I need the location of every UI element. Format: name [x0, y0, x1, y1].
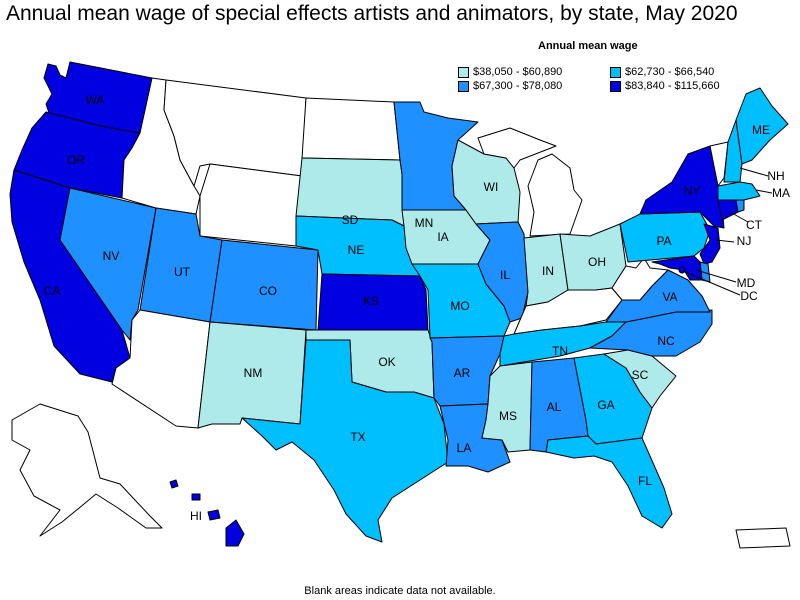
state-AK[interactable] [11, 403, 163, 537]
label-DC: DC [740, 289, 758, 303]
state-WV[interactable] [611, 257, 669, 301]
label-FL: FL [638, 474, 652, 488]
label-LA: LA [457, 441, 472, 455]
state-NC[interactable] [589, 309, 713, 357]
label-VA: VA [662, 290, 677, 304]
label-NH: NH [767, 169, 784, 183]
label-TN: TN [552, 344, 568, 358]
footnote: Blank areas indicate data not available. [304, 585, 496, 597]
label-KS: KS [363, 294, 379, 308]
label-PA: PA [656, 234, 671, 248]
state-MI[interactable] [477, 127, 557, 169]
state-HI-kauai[interactable] [169, 479, 179, 489]
label-TX: TX [350, 430, 365, 444]
label-NV: NV [103, 249, 120, 263]
label-UT: UT [174, 265, 191, 279]
label-NE: NE [348, 243, 365, 257]
legend-item-bin-1: $38,050 - $60,890 [458, 66, 562, 78]
leader-DC [682, 270, 741, 296]
state-KS[interactable] [317, 273, 429, 331]
leader-MD [695, 269, 737, 283]
map-title: Annual mean wage of special effects arti… [6, 2, 738, 25]
label-WA: WA [86, 93, 105, 107]
state-HI-big[interactable] [225, 519, 245, 547]
label-OR: OR [67, 153, 85, 167]
state-RI[interactable] [735, 199, 745, 213]
label-ME: ME [752, 123, 770, 137]
legend-item-bin-3: $67,300 - $78,080 [458, 80, 562, 92]
legend-item-bin-4: $83,840 - $115,660 [610, 80, 720, 92]
label-NC: NC [657, 334, 675, 348]
label-GA: GA [597, 398, 614, 412]
state-PR[interactable] [735, 527, 791, 549]
legend-title: Annual mean wage [538, 40, 638, 52]
state-IL[interactable] [475, 221, 529, 323]
state-WY[interactable] [199, 163, 303, 247]
state-WI[interactable] [451, 139, 521, 225]
legend-label: $83,840 - $115,660 [625, 80, 720, 92]
state-ND[interactable] [301, 97, 401, 161]
legend-label: $62,730 - $66,540 [625, 66, 715, 78]
leader-CT [729, 211, 749, 223]
label-NY: NY [684, 184, 701, 198]
label-SD: SD [342, 213, 359, 227]
legend-label: $38,050 - $60,890 [473, 66, 563, 78]
label-leader-lines [682, 167, 773, 296]
leader-NJ [715, 239, 735, 243]
label-WI: WI [484, 180, 499, 194]
label-CO: CO [259, 284, 277, 298]
state-TX[interactable] [241, 339, 449, 543]
label-SC: SC [632, 368, 649, 382]
leader-MA [755, 189, 773, 194]
label-NM: NM [244, 366, 263, 380]
label-IN: IN [542, 264, 554, 278]
label-IA: IA [437, 230, 448, 244]
label-NJ: NJ [737, 234, 752, 248]
legend-swatch [610, 66, 621, 78]
legend-swatch [458, 66, 469, 78]
state-HI-maui[interactable] [207, 509, 221, 521]
legend-swatch [458, 80, 469, 92]
state-FL[interactable] [545, 435, 673, 529]
label-AL: AL [547, 400, 562, 414]
state-labels: WA OR CA NV UT CO NM SD NE KS OK TX MN I… [44, 93, 790, 523]
label-MA: MA [772, 186, 790, 200]
label-MO: MO [450, 299, 469, 313]
label-OH: OH [588, 255, 606, 269]
label-MS: MS [499, 409, 517, 423]
label-HI: HI [190, 509, 202, 523]
label-OK: OK [378, 355, 395, 369]
state-CT[interactable] [717, 199, 739, 221]
label-AR: AR [454, 366, 471, 380]
state-MA[interactable] [717, 181, 761, 201]
state-HI-oahu[interactable] [191, 493, 201, 501]
label-CT: CT [746, 218, 763, 232]
state-ME[interactable] [735, 87, 789, 165]
legend-item-bin-2: $62,730 - $66,540 [610, 66, 714, 78]
label-IL: IL [500, 268, 510, 282]
state-NH[interactable] [723, 119, 743, 183]
leader-NH [739, 167, 769, 177]
label-MD: MD [737, 276, 756, 290]
label-CA: CA [44, 284, 61, 298]
legend-label: $67,300 - $78,080 [473, 80, 563, 92]
label-MN: MN [415, 216, 434, 230]
state-NM[interactable] [197, 321, 307, 429]
legend-swatch [610, 80, 621, 92]
state-DC[interactable] [678, 266, 686, 274]
state-NJ[interactable] [699, 223, 721, 265]
state-MI-lower[interactable] [527, 153, 583, 237]
